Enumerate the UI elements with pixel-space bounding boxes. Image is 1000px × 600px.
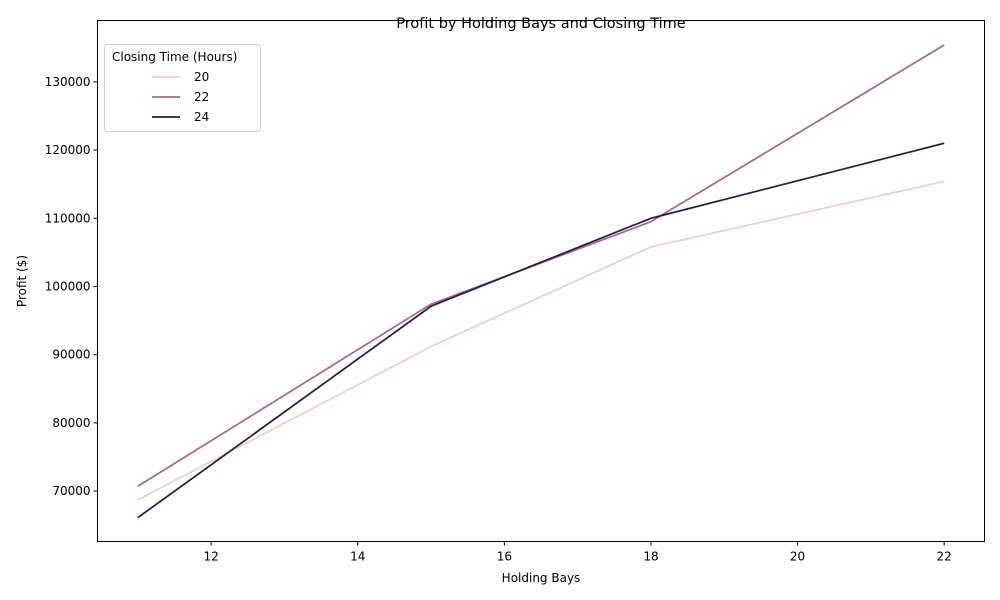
x-tick-label: 16 xyxy=(497,550,512,564)
y-tick-label: 100000 xyxy=(45,279,91,293)
y-axis-label: Profit ($) xyxy=(15,255,29,307)
y-tick-label: 80000 xyxy=(52,416,90,430)
legend-label-24: 24 xyxy=(194,110,209,124)
y-tick-label: 130000 xyxy=(45,75,91,89)
x-tick-label: 20 xyxy=(790,550,805,564)
y-tick-label: 70000 xyxy=(52,484,90,498)
legend-box xyxy=(104,44,261,132)
x-tick-label: 18 xyxy=(643,550,658,564)
series-line-20 xyxy=(137,180,945,501)
legend-label-20: 20 xyxy=(194,70,209,84)
series-line-24 xyxy=(137,142,945,519)
x-axis-label: Holding Bays xyxy=(502,571,581,585)
y-tick-label: 120000 xyxy=(45,143,91,157)
legend-title: Closing Time (Hours) xyxy=(112,50,237,64)
series-lines xyxy=(137,44,945,519)
legend: Closing Time (Hours) 20 22 24 xyxy=(104,44,261,132)
legend-label-22: 22 xyxy=(194,90,209,104)
y-axis: 70000 80000 90000 100000 110000 120000 130000 xyxy=(45,75,98,498)
x-axis: 12 14 16 18 20 22 xyxy=(203,541,952,564)
x-tick-label: 12 xyxy=(203,550,218,564)
chart-title: Profit by Holding Bays and Closing Time xyxy=(396,16,686,32)
x-tick-label: 14 xyxy=(350,550,365,564)
x-tick-label: 22 xyxy=(937,550,952,564)
y-tick-label: 90000 xyxy=(52,348,90,362)
plot-frame xyxy=(97,20,985,542)
y-tick-label: 110000 xyxy=(45,211,91,225)
